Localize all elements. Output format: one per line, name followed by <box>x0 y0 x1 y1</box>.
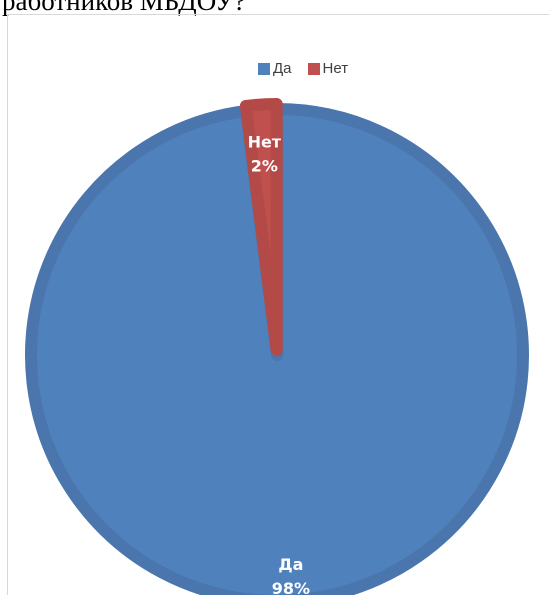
chart-frame <box>7 14 549 595</box>
legend-swatch-net <box>307 62 320 75</box>
legend-item-net: Нет <box>307 60 349 77</box>
pie-slice-net <box>239 98 283 357</box>
legend-swatch-da <box>258 62 270 75</box>
data-label-category: Да <box>278 555 303 574</box>
legend-item-da: Да <box>258 60 292 77</box>
data-label-value: 2% <box>251 157 278 176</box>
data-label-category: Нет <box>248 133 282 152</box>
chart-legend: Да Нет <box>258 60 348 77</box>
data-label-value: 98% <box>272 579 310 595</box>
data-label-da: Да 98% <box>272 555 310 595</box>
legend-label-net: Нет <box>322 60 349 77</box>
pie-slice-da <box>25 103 529 595</box>
data-label-net: Нет 2% <box>248 133 282 176</box>
header-text: работников МБДОУ? <box>2 0 246 16</box>
legend-label-da: Да <box>273 60 292 77</box>
